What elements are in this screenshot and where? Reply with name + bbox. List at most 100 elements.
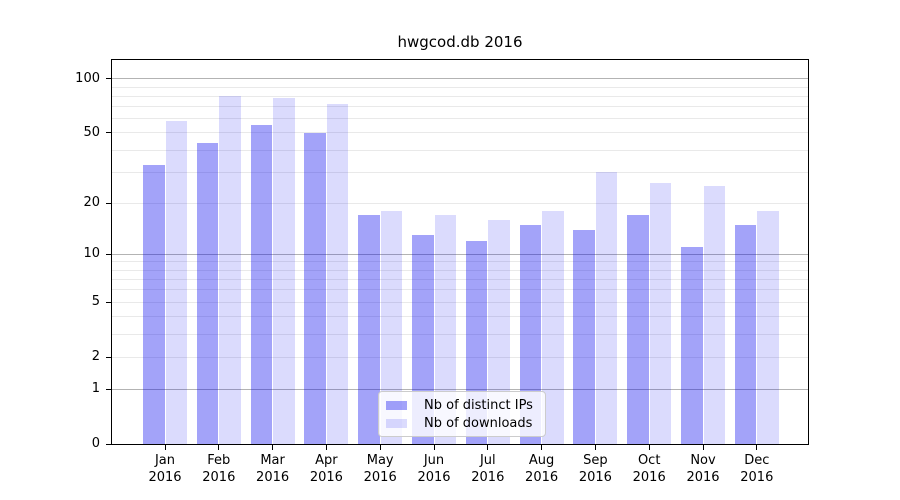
gridline-minor-20 [112, 202, 808, 204]
x-tick-label-line: Mar [260, 453, 285, 468]
legend: Nb of distinct IPs Nb of downloads [378, 391, 546, 437]
x-tick-label-sep-2016: Sep 2016 [563, 452, 627, 486]
gridline-minor-40 [112, 149, 808, 151]
y-tick-label-1: 1 [91, 381, 100, 397]
x-tick-label-line: 2016 [363, 470, 397, 485]
x-tick-mark-jul-2016 [487, 444, 489, 450]
bar-nb-of-distinct-ips-dec-2016 [734, 224, 757, 444]
legend-swatch-distinct-ips [386, 400, 407, 410]
bar-nb-of-distinct-ips-oct-2016 [627, 215, 649, 444]
chart-title: hwgcod.db 2016 [397, 33, 523, 51]
x-tick-label-line: Nov [690, 453, 716, 468]
x-tick-mark-dec-2016 [756, 444, 758, 450]
x-tick-label-apr-2016: Apr 2016 [294, 452, 358, 486]
y-tick-label-5: 5 [91, 294, 100, 310]
legend-label-downloads: Nb of downloads [424, 415, 533, 431]
x-tick-mark-mar-2016 [272, 444, 274, 450]
x-tick-label-line: 2016 [309, 470, 343, 485]
gridline-minor-5 [112, 301, 808, 303]
y-tick-mark-100 [106, 78, 112, 80]
bar-nb-of-downloads-may-2016 [380, 210, 403, 444]
x-tick-mark-feb-2016 [218, 444, 220, 450]
legend-label-distinct-ips: Nb of distinct IPs [424, 397, 533, 413]
x-tick-label-jul-2016: Jul 2016 [456, 452, 520, 486]
x-tick-label-line: 2016 [525, 470, 559, 485]
x-tick-label-line: Sep [583, 453, 608, 468]
gridline-minor-2 [112, 356, 808, 358]
bar-nb-of-downloads-aug-2016 [542, 210, 564, 444]
bar-nb-of-distinct-ips-mar-2016 [250, 125, 273, 444]
x-tick-mark-oct-2016 [648, 444, 650, 450]
bar-nb-of-downloads-feb-2016 [219, 96, 241, 444]
bar-nb-of-downloads-oct-2016 [649, 183, 672, 444]
y-tick-label-0: 0 [91, 436, 100, 451]
x-tick-label-may-2016: May 2016 [348, 452, 412, 486]
x-tick-label-line: Dec [744, 453, 770, 468]
y-tick-mark-2 [106, 356, 112, 358]
x-tick-mark-jun-2016 [433, 444, 435, 450]
legend-item-downloads: Nb of downloads [386, 416, 545, 431]
x-tick-label-line: Oct [637, 453, 661, 468]
x-tick-mark-apr-2016 [325, 444, 327, 450]
x-tick-label-line: Jan [154, 453, 176, 468]
bar-nb-of-downloads-apr-2016 [326, 104, 349, 444]
y-tick-mark-0 [106, 443, 112, 445]
gridline-minor-80 [112, 95, 808, 97]
x-tick-mark-aug-2016 [541, 444, 543, 450]
x-tick-label-line: 2016 [202, 470, 236, 485]
gridline-minor-3 [112, 333, 808, 335]
gridline-minor-50 [112, 132, 808, 134]
bar-nb-of-downloads-sep-2016 [595, 172, 618, 444]
y-tick-mark-5 [106, 301, 112, 303]
x-tick-label-feb-2016: Feb 2016 [187, 452, 251, 486]
gridlines-layer [112, 60, 808, 444]
x-tick-mark-sep-2016 [594, 444, 596, 450]
x-tick-label-line: Jun [423, 453, 445, 468]
bar-nb-of-distinct-ips-sep-2016 [573, 229, 595, 444]
bar-nb-of-downloads-mar-2016 [273, 98, 295, 444]
gridline-minor-6 [112, 289, 808, 291]
x-tick-label-oct-2016: Oct 2016 [617, 452, 681, 486]
gridline-minor-60 [112, 118, 808, 120]
x-tick-label-line: 2016 [632, 470, 666, 485]
x-tick-label-nov-2016: Nov 2016 [671, 452, 735, 486]
bar-nb-of-distinct-ips-feb-2016 [196, 142, 219, 444]
y-tick-label-20: 20 [83, 195, 100, 211]
x-tick-label-line: 2016 [148, 470, 182, 485]
gridline-minor-90 [112, 86, 808, 88]
y-tick-label-50: 50 [83, 124, 100, 140]
bar-nb-of-downloads-jul-2016 [488, 219, 510, 444]
gridline-minor-70 [112, 106, 808, 108]
y-tick-mark-10 [106, 253, 112, 255]
x-tick-mark-nov-2016 [702, 444, 704, 450]
bar-nb-of-distinct-ips-aug-2016 [519, 224, 542, 444]
bar-nb-of-downloads-nov-2016 [703, 186, 725, 444]
bars-layer [112, 60, 808, 444]
gridline-minor-7 [112, 278, 808, 280]
x-tick-label-line: 2016 [686, 470, 720, 485]
x-tick-label-mar-2016: Mar 2016 [241, 452, 305, 486]
legend-swatch-downloads [386, 418, 407, 428]
bar-nb-of-distinct-ips-jan-2016 [143, 164, 165, 444]
x-tick-label-line: Jul [479, 453, 496, 468]
y-tick-mark-50 [106, 132, 112, 134]
x-tick-label-line: 2016 [417, 470, 451, 485]
gridline-major-1 [112, 388, 808, 390]
bar-nb-of-distinct-ips-may-2016 [358, 215, 380, 444]
bar-nb-of-downloads-dec-2016 [757, 210, 779, 444]
y-tick-label-100: 100 [75, 70, 100, 86]
x-tick-label-aug-2016: Aug 2016 [510, 452, 574, 486]
x-tick-label-line: 2016 [256, 470, 290, 485]
x-tick-label-line: 2016 [578, 470, 612, 485]
gridline-major-100 [112, 78, 808, 80]
x-tick-label-dec-2016: Dec 2016 [725, 452, 789, 486]
bar-nb-of-distinct-ips-apr-2016 [304, 132, 326, 444]
x-tick-mark-jan-2016 [164, 444, 166, 450]
y-tick-label-10: 10 [83, 246, 100, 262]
x-tick-label-jan-2016: Jan 2016 [133, 452, 197, 486]
bar-nb-of-downloads-jan-2016 [165, 121, 187, 444]
gridline-major-10 [112, 253, 808, 255]
x-tick-label-line: 2016 [471, 470, 505, 485]
legend-item-distinct-ips: Nb of distinct IPs [386, 398, 545, 413]
